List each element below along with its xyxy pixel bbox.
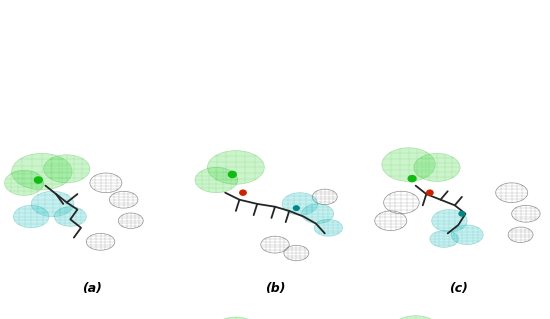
Circle shape [408,175,416,182]
Circle shape [228,171,236,177]
Ellipse shape [382,148,435,182]
Ellipse shape [213,317,259,319]
Ellipse shape [195,167,238,193]
Ellipse shape [314,219,343,236]
Text: (a): (a) [82,282,102,295]
Ellipse shape [54,207,86,226]
Text: (b): (b) [265,282,285,295]
Text: (c): (c) [449,282,468,295]
Ellipse shape [390,316,441,319]
Circle shape [294,206,299,210]
Ellipse shape [414,153,460,182]
Ellipse shape [31,191,74,217]
Ellipse shape [13,205,49,228]
Ellipse shape [451,225,483,245]
Ellipse shape [301,204,334,224]
Circle shape [240,190,246,195]
Ellipse shape [430,231,458,248]
Circle shape [35,177,42,183]
Circle shape [427,190,433,195]
Ellipse shape [207,151,265,184]
Ellipse shape [282,193,318,215]
Ellipse shape [432,210,467,232]
Ellipse shape [12,153,72,190]
Ellipse shape [43,155,90,183]
Circle shape [459,211,465,216]
Ellipse shape [4,170,43,196]
